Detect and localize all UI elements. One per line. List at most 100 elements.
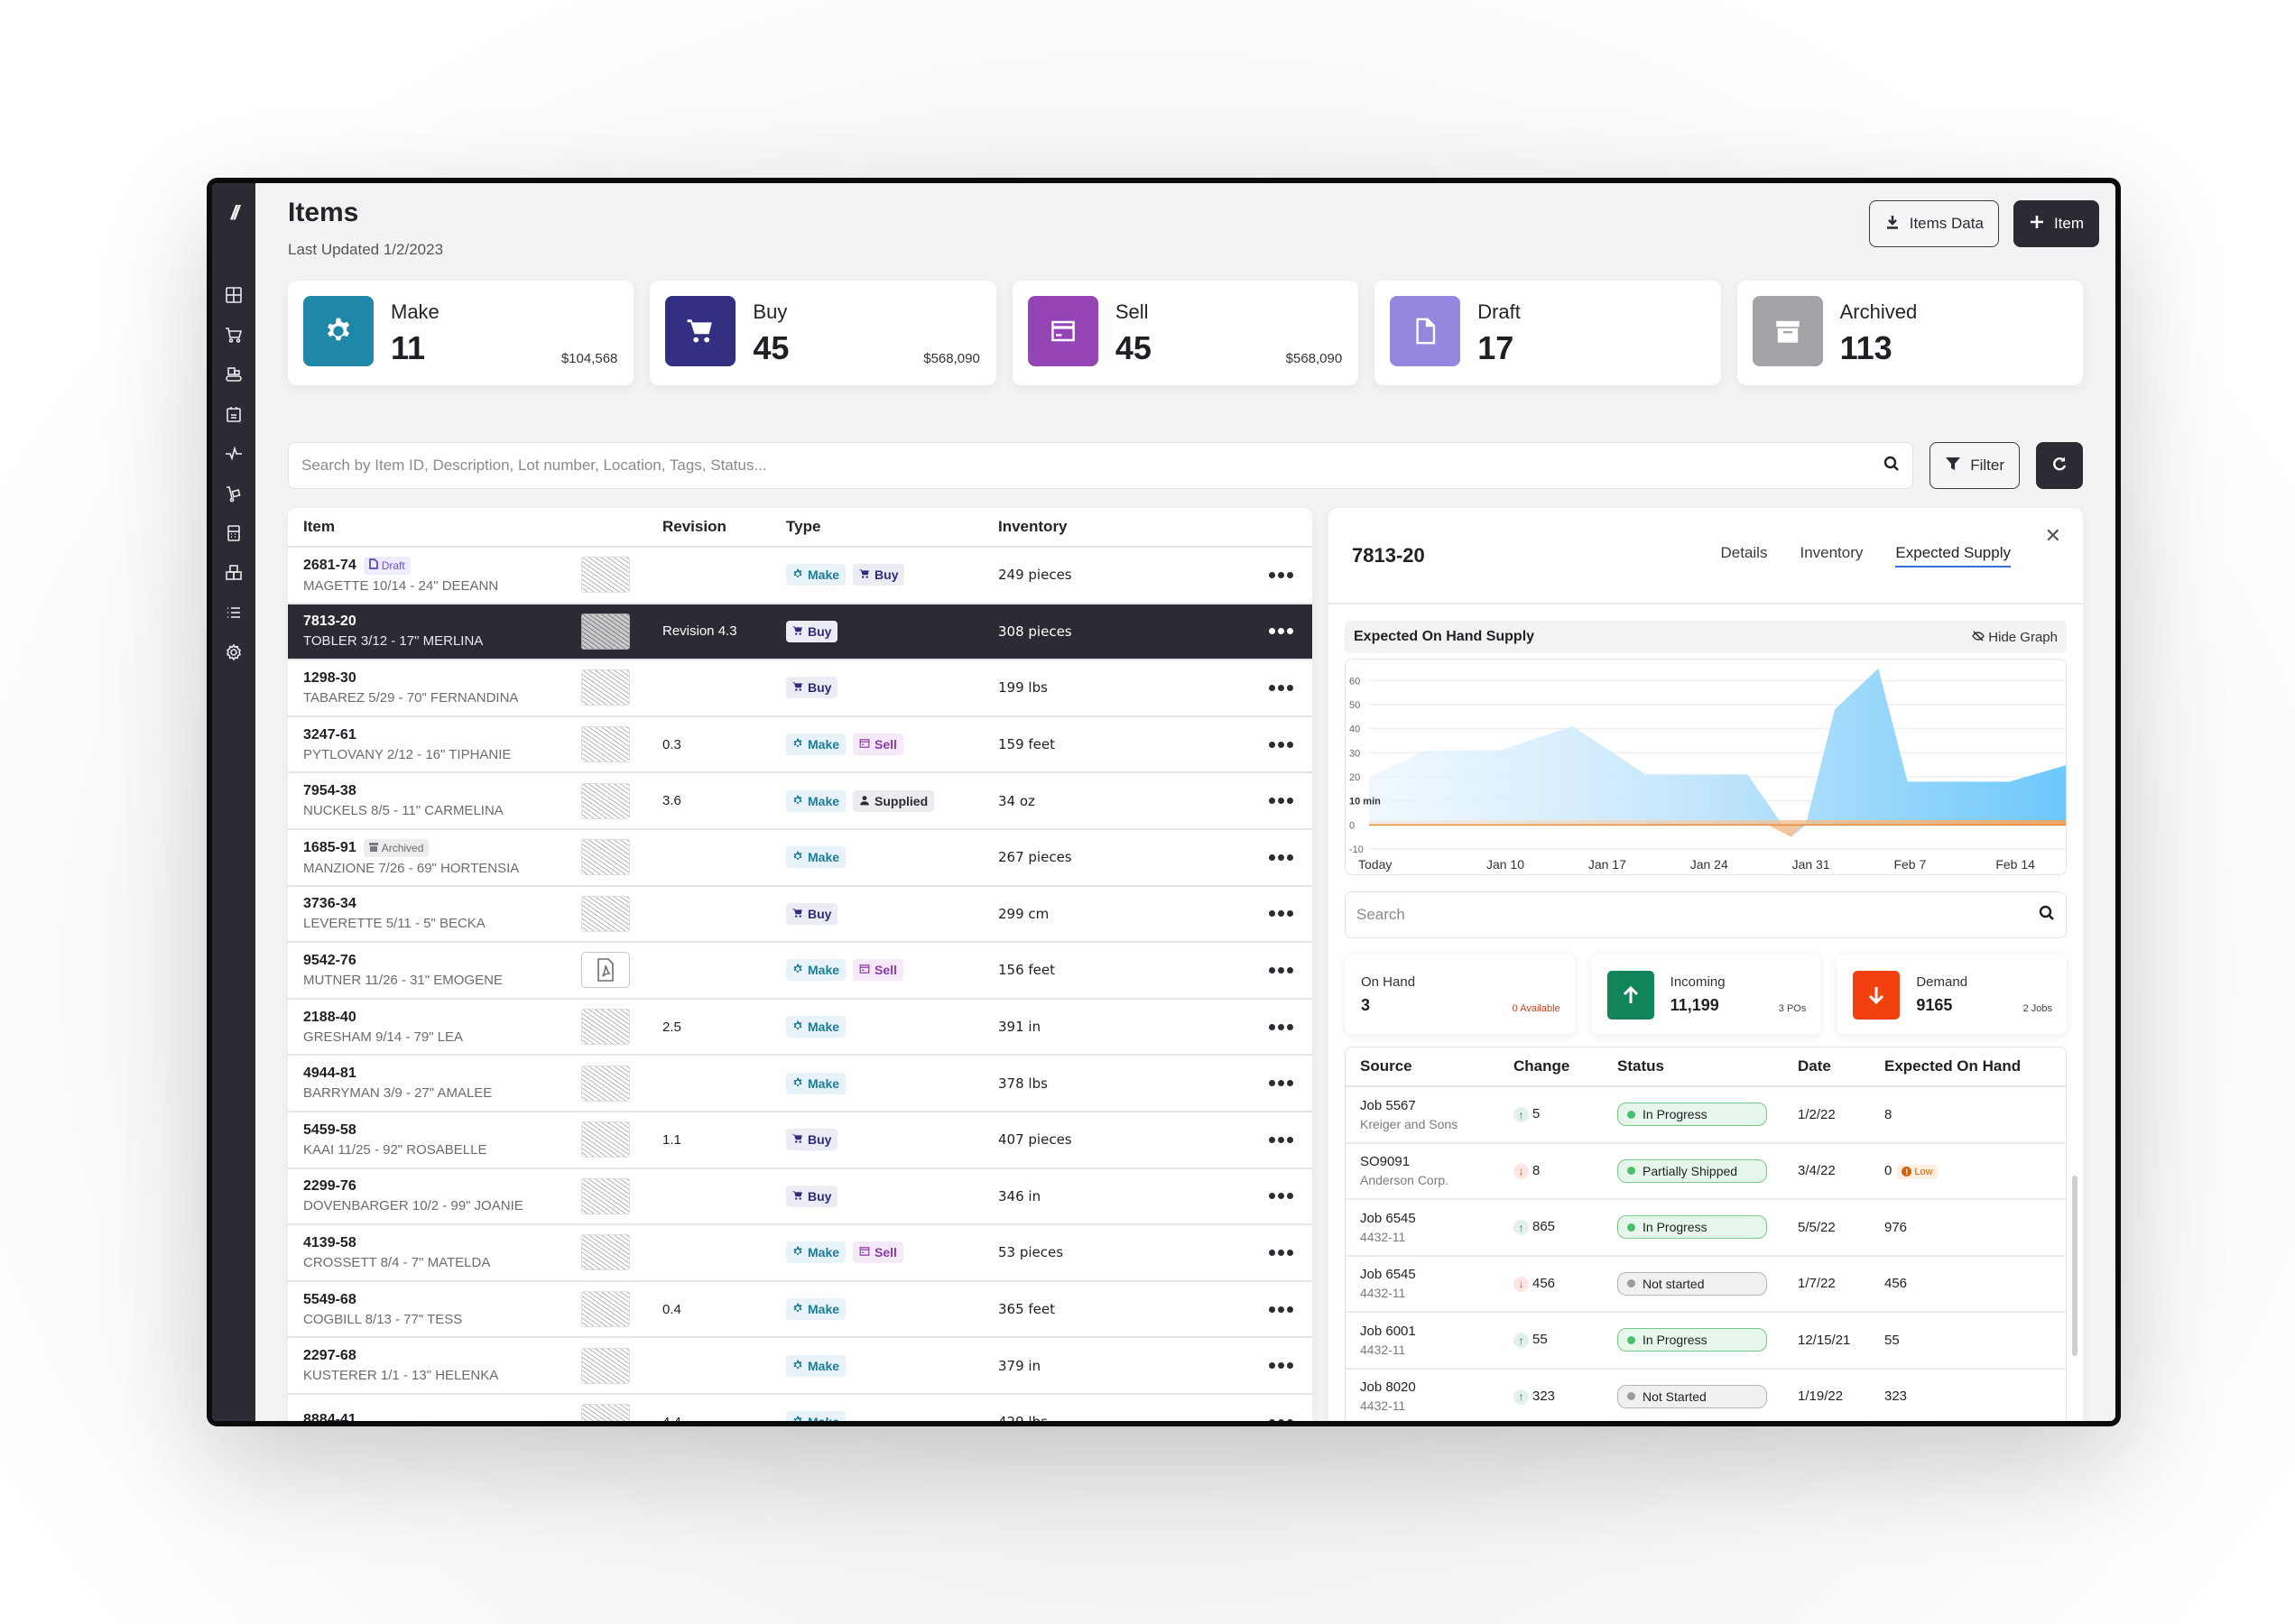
pdf-file-icon[interactable] — [581, 952, 630, 989]
column-header-type[interactable]: Type — [786, 518, 821, 535]
row-actions-button[interactable] — [1249, 1362, 1312, 1370]
column-header-revision[interactable]: Revision — [662, 518, 726, 535]
row-actions-button[interactable] — [1249, 571, 1312, 578]
column-header-expected-on-hand[interactable]: Expected On Hand — [1884, 1057, 2022, 1075]
stat-card-draft[interactable]: Draft 17 — [1374, 281, 1721, 385]
table-row[interactable]: 2188-40 GRESHAM 9/14 - 79" LEA 2.5 Make … — [288, 1000, 1312, 1057]
app-logo[interactable]: // — [230, 201, 239, 224]
table-row[interactable]: 1685-91 Archived MANZIONE 7/26 - 69" HORT… — [288, 830, 1312, 887]
column-header-inventory[interactable]: Inventory — [998, 518, 1068, 535]
stat-card-buy[interactable]: Buy 45 $568,090 — [650, 281, 996, 385]
sidebar-item-settings[interactable] — [212, 634, 255, 674]
column-header-change[interactable]: Change — [1513, 1057, 1570, 1075]
column-header-item[interactable]: Item — [303, 518, 335, 535]
table-row[interactable]: 3247-61 PYTLOVANY 2/12 - 16" TIPHANIE 0.… — [288, 717, 1312, 774]
supply-row[interactable]: Job 6545 4432-11 ↓ 456 Not started 1/7/22… — [1346, 1257, 2066, 1313]
sidebar-item-shipping[interactable] — [212, 475, 255, 515]
table-row[interactable]: 5459-58 KAAI 11/25 - 92" ROSABELLE 1.1 B… — [288, 1112, 1312, 1169]
table-row[interactable]: 7954-38 NUCKELS 8/5 - 11" CARMELINA 3.6 … — [288, 773, 1312, 830]
refresh-button[interactable] — [2036, 442, 2083, 489]
table-row[interactable]: 4139-58 CROSSETT 8/4 - 7" MATELDA Make Se… — [288, 1225, 1312, 1282]
row-actions-button[interactable] — [1249, 798, 1312, 805]
sidebar-item-dashboard[interactable] — [212, 277, 255, 317]
table-row[interactable]: 8884-41 4.4 Make 429 lbs — [288, 1395, 1312, 1421]
detail-scrollbar[interactable] — [2072, 1176, 2078, 1356]
column-header-status[interactable]: Status — [1617, 1057, 1664, 1075]
row-actions-button[interactable] — [1249, 628, 1312, 635]
source-name[interactable]: SO9091 — [1360, 1154, 1411, 1170]
sidebar-item-inventory[interactable] — [212, 555, 255, 595]
row-actions-button[interactable] — [1249, 1136, 1312, 1143]
stat-card-archived[interactable]: Archived 113 — [1736, 281, 2084, 385]
export-items-data-button[interactable]: Items Data — [1868, 200, 1999, 247]
supply-row[interactable]: SO9091 Anderson Corp. ↓ 8 Partially Shipp… — [1346, 1144, 2066, 1200]
source-name[interactable]: Job 6545 — [1360, 1267, 1416, 1283]
source-name[interactable]: Job 8020 — [1360, 1379, 1416, 1396]
sidebar-item-lists[interactable] — [212, 595, 255, 634]
item-drawing-thumbnail[interactable] — [581, 1009, 630, 1046]
sidebar-item-schedule[interactable] — [212, 396, 255, 436]
column-header-date[interactable]: Date — [1798, 1057, 1831, 1075]
sidebar-item-production[interactable] — [212, 356, 255, 396]
table-row[interactable]: 9542-76 MUTNER 11/26 - 31" EMOGENE Make S… — [288, 943, 1312, 1000]
item-drawing-thumbnail[interactable] — [581, 557, 630, 594]
supply-row[interactable]: Job 6545 4432-11 ↑ 865 In Progress 5/5/22… — [1346, 1200, 2066, 1257]
item-drawing-thumbnail[interactable] — [581, 1065, 630, 1102]
row-actions-button[interactable] — [1249, 1306, 1312, 1313]
item-drawing-thumbnail[interactable] — [581, 895, 630, 932]
table-row[interactable]: 2299-76 DOVENBARGER 10/2 - 99" JOANIE Bu… — [288, 1169, 1312, 1226]
table-row[interactable]: 4944-81 BARRYMAN 3/9 - 27" AMALEE Make 3… — [288, 1056, 1312, 1112]
tab-inventory[interactable]: Inventory — [1800, 544, 1864, 561]
source-name[interactable]: Job 6001 — [1360, 1323, 1416, 1339]
tab-expected-supply[interactable]: Expected Supply — [1895, 544, 2011, 567]
row-actions-button[interactable] — [1249, 966, 1312, 973]
row-actions-button[interactable] — [1249, 910, 1312, 918]
filter-button[interactable]: Filter — [1929, 442, 2020, 489]
item-drawing-thumbnail[interactable] — [581, 1347, 630, 1384]
item-drawing-thumbnail[interactable] — [581, 613, 630, 650]
row-actions-button[interactable] — [1249, 854, 1312, 861]
status-dot — [1627, 1392, 1635, 1401]
item-drawing-thumbnail[interactable] — [581, 839, 630, 876]
search-icon[interactable] — [2039, 905, 2055, 926]
supply-search-input[interactable] — [1356, 906, 2039, 924]
table-row[interactable]: 5549-68 COGBILL 8/13 - 77" TESS 0.4 Make… — [288, 1282, 1312, 1339]
sidebar-item-activity[interactable] — [212, 436, 255, 475]
column-header-source[interactable]: Source — [1360, 1057, 1412, 1075]
stat-card-sell[interactable]: Sell 45 $568,090 — [1012, 281, 1359, 385]
row-actions-button[interactable] — [1249, 741, 1312, 748]
item-drawing-thumbnail[interactable] — [581, 1291, 630, 1328]
item-drawing-thumbnail[interactable] — [581, 726, 630, 763]
search-icon[interactable] — [1883, 456, 1900, 476]
sidebar-item-purchasing[interactable] — [212, 317, 255, 356]
row-actions-button[interactable] — [1249, 1418, 1312, 1421]
close-icon[interactable]: ✕ — [2044, 524, 2061, 547]
supply-row[interactable]: Job 5567 Kreiger and Sons ↑ 5 In Progress… — [1346, 1087, 2066, 1144]
supply-row[interactable]: Job 8020 4432-11 ↑ 323 Not Started 1/19/2… — [1346, 1370, 2066, 1422]
tab-details[interactable]: Details — [1720, 544, 1768, 561]
item-drawing-thumbnail[interactable] — [581, 782, 630, 819]
table-row[interactable]: 2681-74 Draft MAGETTE 10/14 - 24" DEEANN … — [288, 548, 1312, 604]
hide-graph-button[interactable]: Hide Graph — [1972, 630, 2058, 645]
row-actions-button[interactable] — [1249, 1193, 1312, 1200]
item-search-input[interactable] — [301, 457, 1884, 475]
item-drawing-thumbnail[interactable] — [581, 1404, 630, 1421]
sidebar-item-accounting[interactable] — [212, 515, 255, 555]
item-drawing-thumbnail[interactable] — [581, 1121, 630, 1158]
item-drawing-thumbnail[interactable] — [581, 1177, 630, 1214]
item-drawing-thumbnail[interactable] — [581, 669, 630, 706]
table-row[interactable]: 2297-68 KUSTERER 1/1 - 13" HELENKA Make … — [288, 1338, 1312, 1395]
table-row[interactable]: 1298-30 TABAREZ 5/29 - 70" FERNANDINA Bu… — [288, 660, 1312, 717]
row-actions-button[interactable] — [1249, 1023, 1312, 1030]
item-drawing-thumbnail[interactable] — [581, 1234, 630, 1271]
row-actions-button[interactable] — [1249, 1249, 1312, 1256]
add-item-button[interactable]: Item — [2013, 200, 2099, 247]
supply-row[interactable]: Job 6001 4432-11 ↑ 55 In Progress 12/15/2… — [1346, 1313, 2066, 1370]
row-actions-button[interactable] — [1249, 1080, 1312, 1087]
source-name[interactable]: Job 5567 — [1360, 1097, 1416, 1113]
stat-card-make[interactable]: Make 11 $104,568 — [288, 281, 634, 385]
table-row[interactable]: 3736-34 LEVERETTE 5/11 - 5" BECKA Buy 29… — [288, 887, 1312, 944]
row-actions-button[interactable] — [1249, 684, 1312, 691]
source-name[interactable]: Job 6545 — [1360, 1210, 1416, 1226]
table-row[interactable]: 7813-20 TOBLER 3/12 - 17" MERLINA Revisi… — [288, 604, 1312, 661]
